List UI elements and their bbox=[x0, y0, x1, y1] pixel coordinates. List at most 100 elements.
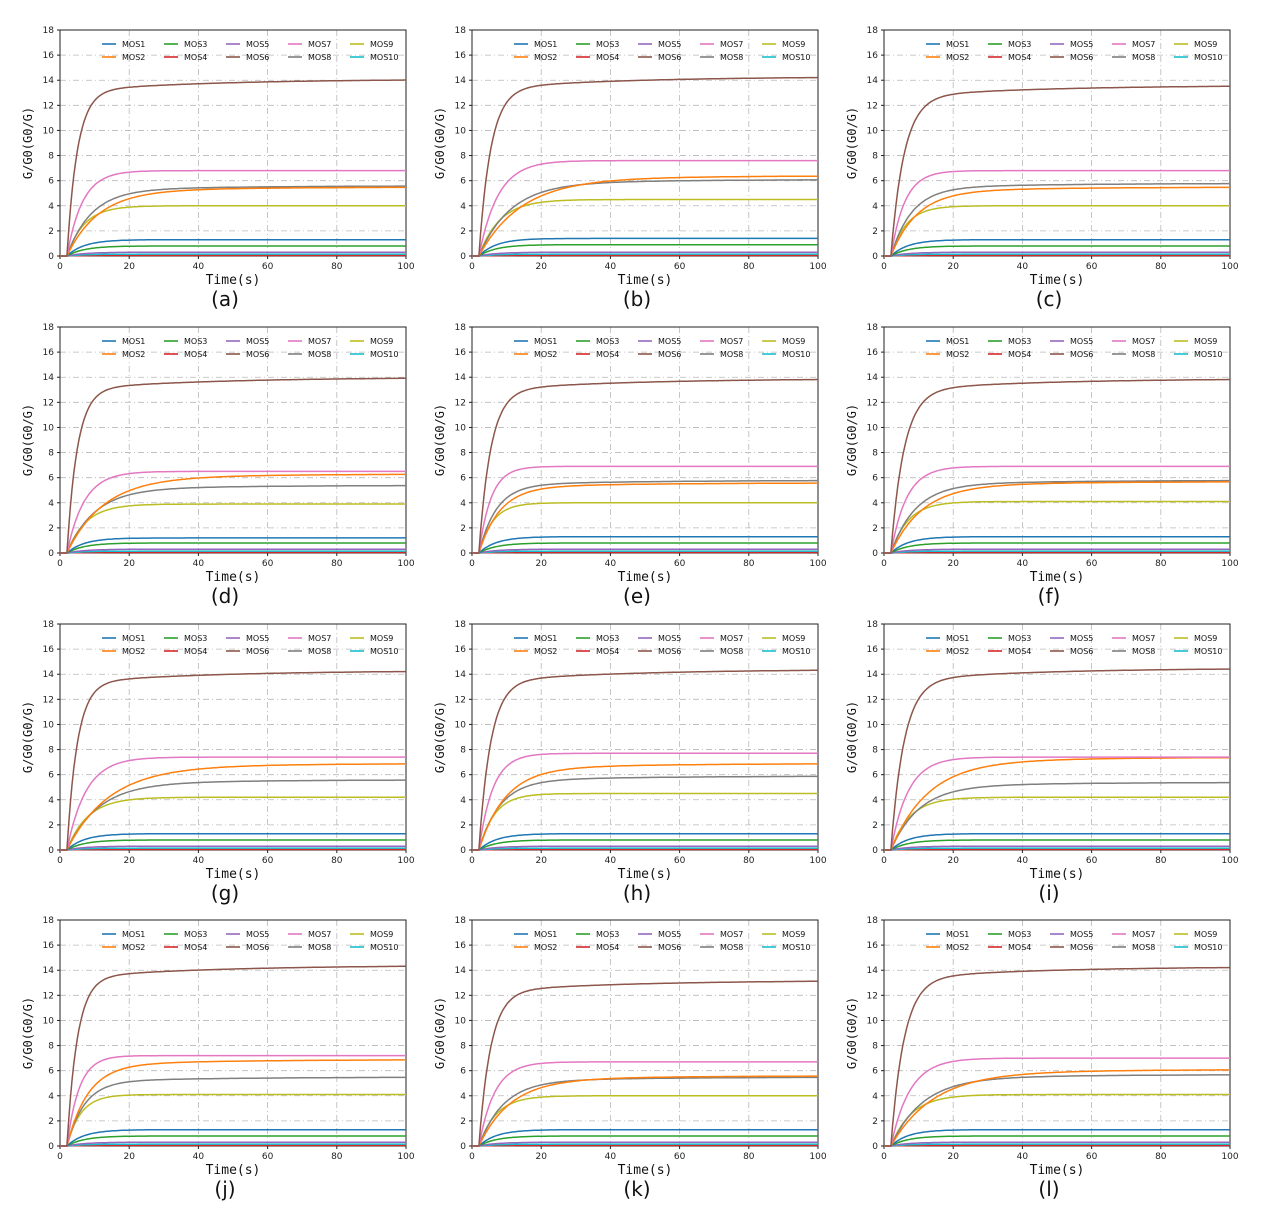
legend-label: MOS8 bbox=[1132, 53, 1155, 62]
series-line-mos3 bbox=[472, 839, 818, 851]
y-tick-label: 2 bbox=[872, 1117, 878, 1127]
x-tick-label: 60 bbox=[674, 559, 686, 569]
x-tick-label: 40 bbox=[1017, 856, 1029, 866]
legend-label: MOS6 bbox=[1070, 943, 1093, 952]
x-tick-label: 100 bbox=[1221, 559, 1238, 569]
series-line-mos6 bbox=[60, 965, 406, 1147]
legend-label: MOS10 bbox=[370, 647, 398, 656]
legend-label: MOS7 bbox=[308, 40, 331, 49]
y-tick-label: 0 bbox=[460, 549, 466, 559]
series-line-mos8 bbox=[884, 781, 1230, 851]
series-line-mos7 bbox=[884, 756, 1230, 851]
series-line-mos2 bbox=[884, 756, 1230, 851]
y-tick-label: 14 bbox=[867, 670, 879, 680]
series-line-mos10 bbox=[60, 550, 406, 554]
y-tick-label: 8 bbox=[460, 449, 466, 459]
x-tick-label: 20 bbox=[947, 262, 959, 272]
legend-label: MOS7 bbox=[1132, 634, 1155, 643]
legend-label: MOS8 bbox=[720, 53, 743, 62]
legend-label: MOS8 bbox=[308, 350, 331, 359]
x-tick-label: 40 bbox=[193, 262, 205, 272]
legend-label: MOS5 bbox=[246, 634, 269, 643]
y-tick-label: 18 bbox=[867, 916, 879, 926]
y-tick-label: 10 bbox=[43, 126, 55, 136]
series-line-mos3 bbox=[884, 839, 1230, 851]
legend-label: MOS1 bbox=[946, 930, 969, 939]
series-line-mos6 bbox=[60, 670, 407, 851]
x-tick-label: 0 bbox=[469, 262, 475, 272]
y-tick-label: 8 bbox=[48, 449, 54, 459]
series-line-mos5 bbox=[884, 251, 1230, 257]
y-tick-label: 12 bbox=[455, 398, 466, 408]
series-line-mos10 bbox=[60, 847, 406, 851]
legend-label: MOS7 bbox=[720, 40, 743, 49]
y-tick-label: 10 bbox=[43, 423, 55, 433]
panel-caption: (a) bbox=[211, 287, 239, 311]
legend-label: MOS1 bbox=[946, 634, 969, 643]
legend-label: MOS9 bbox=[1194, 337, 1217, 346]
y-tick-label: 14 bbox=[867, 373, 879, 383]
x-tick-label: 100 bbox=[809, 1152, 826, 1162]
legend-label: MOS3 bbox=[1008, 634, 1031, 643]
legend-label: MOS2 bbox=[534, 647, 557, 656]
legend-label: MOS8 bbox=[308, 53, 331, 62]
x-tick-label: 100 bbox=[809, 559, 826, 569]
series-line-mos1 bbox=[884, 832, 1230, 851]
y-tick-label: 12 bbox=[43, 991, 54, 1001]
legend-label: MOS9 bbox=[1194, 634, 1217, 643]
legend-label: MOS5 bbox=[246, 40, 269, 49]
y-tick-label: 16 bbox=[867, 645, 879, 655]
legend-label: MOS5 bbox=[658, 40, 681, 49]
x-tick-label: 100 bbox=[1221, 262, 1238, 272]
legend-label: MOS6 bbox=[658, 647, 681, 656]
y-tick-label: 10 bbox=[867, 126, 879, 136]
series-line-mos4 bbox=[472, 1144, 818, 1147]
y-tick-label: 10 bbox=[455, 1016, 467, 1026]
y-axis-label: G/G0(G0/G) bbox=[845, 404, 859, 476]
legend-label: MOS1 bbox=[122, 930, 145, 939]
series-line-mos9 bbox=[884, 1093, 1230, 1147]
y-tick-label: 6 bbox=[872, 474, 878, 484]
y-tick-label: 12 bbox=[867, 695, 878, 705]
series-line-mos7 bbox=[472, 159, 818, 257]
series-line-mos4 bbox=[472, 551, 818, 554]
legend-label: MOS1 bbox=[122, 634, 145, 643]
y-tick-label: 16 bbox=[455, 348, 467, 358]
legend-label: MOS10 bbox=[782, 647, 810, 656]
y-tick-label: 2 bbox=[48, 524, 54, 534]
series-line-mos8 bbox=[60, 779, 406, 851]
series-line-mos8 bbox=[472, 775, 818, 851]
series-line-mos4 bbox=[884, 551, 1230, 554]
y-tick-label: 18 bbox=[43, 916, 55, 926]
legend-label: MOS2 bbox=[534, 943, 557, 952]
y-tick-label: 18 bbox=[455, 26, 467, 36]
legend-label: MOS1 bbox=[534, 40, 557, 49]
y-axis-label: G/G0(G0/G) bbox=[845, 997, 859, 1069]
x-tick-label: 80 bbox=[1155, 559, 1167, 569]
legend-label: MOS5 bbox=[1070, 337, 1093, 346]
legend-label: MOS10 bbox=[370, 53, 398, 62]
series-line-mos1 bbox=[60, 832, 406, 851]
series-line-mos6 bbox=[884, 668, 1231, 851]
y-tick-label: 2 bbox=[872, 227, 878, 237]
legend-label: MOS1 bbox=[946, 40, 969, 49]
y-tick-label: 6 bbox=[48, 474, 54, 484]
y-tick-label: 14 bbox=[455, 966, 467, 976]
series-line-mos9 bbox=[60, 205, 406, 257]
series-line-mos5 bbox=[884, 548, 1230, 554]
y-tick-label: 16 bbox=[867, 941, 879, 951]
y-tick-label: 18 bbox=[867, 26, 879, 36]
y-tick-label: 14 bbox=[867, 76, 879, 86]
series-line-mos6 bbox=[472, 980, 818, 1147]
x-tick-label: 100 bbox=[397, 262, 414, 272]
legend-label: MOS8 bbox=[1132, 647, 1155, 656]
legend-label: MOS7 bbox=[1132, 930, 1155, 939]
